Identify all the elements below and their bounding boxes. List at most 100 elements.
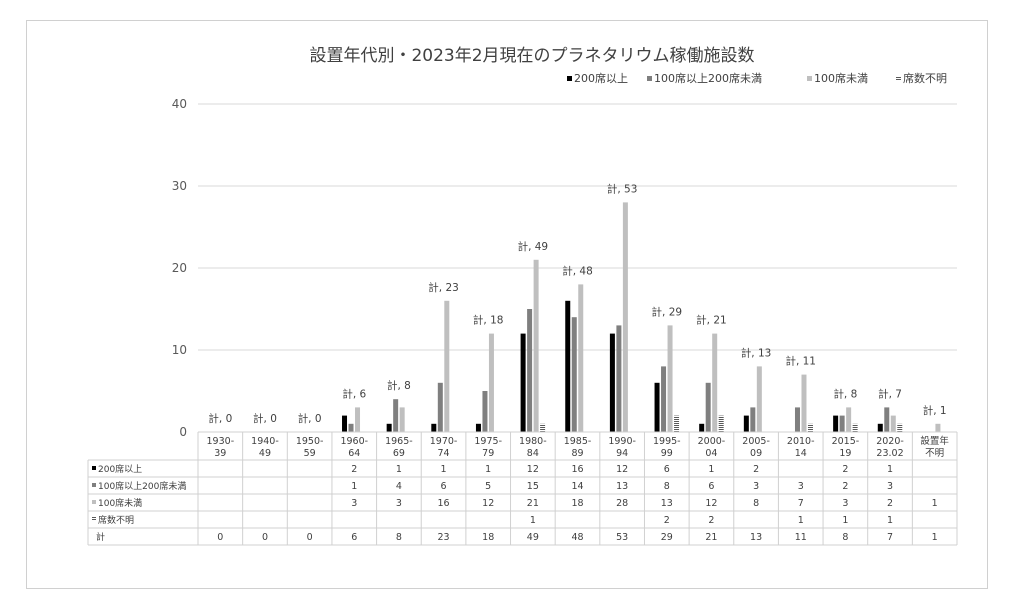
table-cell: 18 [571, 498, 583, 509]
x-tick-label: 2005- [742, 436, 770, 447]
x-tick-label: 2020- [876, 436, 904, 447]
bar [674, 415, 680, 432]
total-data-label: 計, 21 [696, 314, 727, 327]
table-cell: 1 [887, 464, 893, 475]
total-data-label: 計, 8 [833, 387, 857, 400]
table-cell: 1 [396, 464, 402, 475]
table-row-swatch [92, 517, 96, 521]
bar [712, 333, 718, 432]
bar [482, 391, 488, 432]
x-tick-label: 1995- [653, 436, 681, 447]
x-tick-label: 89 [571, 448, 583, 459]
x-tick-label: 84 [527, 448, 539, 459]
table-cell: 21 [527, 498, 539, 509]
table-cell: 2 [753, 464, 759, 475]
table-row-label: 計 [96, 531, 105, 543]
table-cell: 1 [351, 481, 357, 492]
x-tick-label: 99 [661, 448, 673, 459]
table-cell: 1 [708, 464, 714, 475]
x-tick-label: 74 [438, 448, 450, 459]
bars [342, 202, 941, 432]
table-cell: 12 [705, 498, 717, 509]
table-cell: 12 [616, 464, 628, 475]
table-cell: 7 [798, 498, 804, 509]
bar [488, 333, 494, 432]
chart-frame: 設置年代別・2023年2月現在のプラネタリウム稼働施設数 200席以上 100席以… [26, 20, 988, 589]
table-cell: 18 [482, 532, 494, 543]
table-cell: 8 [842, 532, 848, 543]
legend: 200席以上 100席以上200席未満 100席未満 席数不明 [567, 71, 947, 85]
legend-item: 席数不明 [896, 71, 947, 85]
table-row-label: 200席以上 [98, 463, 142, 475]
table-cell: 23 [438, 532, 450, 543]
table-cell: 2 [351, 464, 357, 475]
bar [520, 333, 526, 432]
bar [890, 415, 896, 432]
table-cell: 1 [441, 464, 447, 475]
y-tick-label: 10 [172, 343, 187, 357]
y-tick-label: 0 [179, 425, 187, 439]
x-tick-label: 1930- [207, 436, 235, 447]
table-cell: 12 [527, 464, 539, 475]
x-tick-label: 2010- [787, 436, 815, 447]
bar [743, 415, 749, 432]
bar [475, 423, 481, 432]
bar [705, 382, 711, 432]
bar [699, 423, 705, 432]
table-cell: 15 [527, 481, 539, 492]
table-cell: 1 [842, 515, 848, 526]
x-tick-label: 1960- [340, 436, 368, 447]
total-data-label: 計, 0 [298, 412, 322, 425]
table-cell: 49 [527, 532, 539, 543]
total-data-label: 計, 48 [562, 264, 593, 277]
x-tick-label: 不明 [925, 448, 944, 459]
legend-swatch [807, 76, 812, 81]
x-tick-label: 04 [705, 448, 717, 459]
table-cell: 1 [485, 464, 491, 475]
x-tick-label: 1990- [608, 436, 636, 447]
x-tick-label: 49 [259, 448, 271, 459]
bar [355, 407, 361, 432]
chart: 設置年代別・2023年2月現在のプラネタリウム稼働施設数 200席以上 100席以… [87, 46, 958, 546]
table-cell: 1 [530, 515, 536, 526]
bar [833, 415, 839, 432]
table-cell: 4 [396, 481, 402, 492]
table-cell: 0 [217, 532, 223, 543]
gridlines [198, 103, 957, 351]
x-tick-label: 94 [616, 448, 628, 459]
x-tick-label: 1985- [564, 436, 592, 447]
x-tick-label: 23.02 [876, 448, 903, 459]
table-cell: 5 [485, 481, 491, 492]
bar [609, 333, 615, 432]
total-data-label: 計, 0 [208, 412, 232, 425]
table-cell: 3 [842, 498, 848, 509]
table-cell: 48 [571, 532, 583, 543]
x-tick-label: 14 [795, 448, 807, 459]
total-data-label: 計, 23 [428, 281, 459, 294]
table-cell: 16 [438, 498, 450, 509]
total-data-label: 計, 49 [518, 240, 549, 253]
total-data-label: 計, 18 [473, 314, 504, 327]
bar [839, 415, 845, 432]
chart-title: 設置年代別・2023年2月現在のプラネタリウム稼働施設数 [309, 46, 754, 66]
x-tick-label: 09 [750, 448, 762, 459]
bar [756, 366, 762, 432]
table-row-label: 100席未満 [98, 497, 142, 509]
total-data-label: 計, 53 [607, 182, 638, 195]
bar [807, 423, 813, 432]
table-cell: 53 [616, 532, 628, 543]
bar [444, 300, 450, 432]
table-cell: 21 [705, 532, 717, 543]
legend-swatch [896, 76, 901, 81]
table-cell: 12 [482, 498, 494, 509]
bar [897, 423, 903, 432]
table-cell: 7 [887, 532, 893, 543]
bar [527, 309, 533, 432]
bar [654, 382, 660, 432]
x-tick-label: 2000- [698, 436, 726, 447]
table-cell: 1 [887, 515, 893, 526]
bar [386, 423, 392, 432]
table-cell: 13 [661, 498, 673, 509]
bar [884, 407, 890, 432]
table-cell: 11 [795, 532, 807, 543]
